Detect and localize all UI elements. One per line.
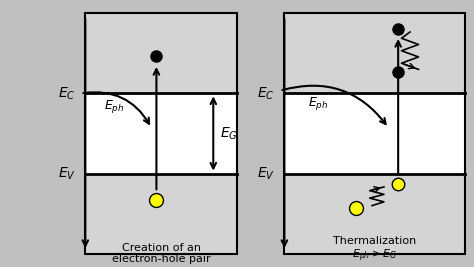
Bar bbox=[284, 13, 465, 254]
Text: $E_C$: $E_C$ bbox=[257, 85, 275, 102]
Text: $E_{ph}$: $E_{ph}$ bbox=[308, 95, 328, 112]
Bar bbox=[284, 93, 465, 174]
Text: $E_V$: $E_V$ bbox=[257, 165, 275, 182]
Text: $E_C$: $E_C$ bbox=[58, 85, 76, 102]
Bar bbox=[85, 174, 237, 254]
Text: Creation of an
electron-hole pair: Creation of an electron-hole pair bbox=[112, 243, 210, 264]
Text: $E_{ph}$: $E_{ph}$ bbox=[104, 98, 125, 115]
Text: Thermalization
$E_{ph} > E_G$: Thermalization $E_{ph} > E_G$ bbox=[333, 236, 416, 264]
Text: $E_G$: $E_G$ bbox=[220, 125, 238, 142]
Bar bbox=[85, 13, 237, 254]
Bar bbox=[284, 13, 465, 93]
Bar bbox=[85, 93, 237, 174]
Bar bbox=[284, 174, 465, 254]
Bar bbox=[85, 13, 237, 93]
Text: $E_V$: $E_V$ bbox=[58, 165, 76, 182]
